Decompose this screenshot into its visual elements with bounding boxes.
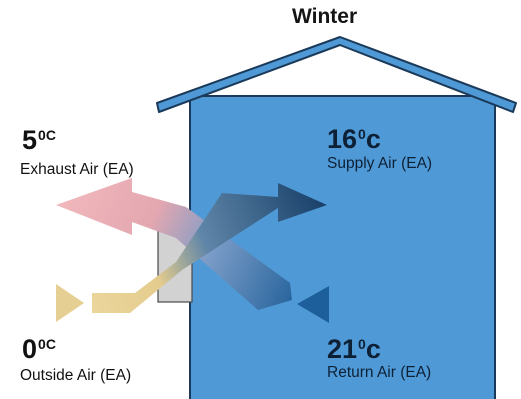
outside-air-temp-value: 0 — [22, 334, 38, 364]
outside-air-label: Outside Air (EA) — [20, 367, 132, 384]
outside-air-inlet-arrow — [56, 284, 84, 322]
return-air-temperature: 210c — [327, 336, 381, 363]
exhaust-air-temperature: 50C — [22, 127, 56, 154]
season-title: Winter — [292, 5, 358, 28]
return-air-temp-value: 21 — [327, 334, 358, 364]
house-roof — [156, 36, 517, 113]
supply-air-label: Supply Air (EA) — [327, 155, 433, 172]
exhaust-air-temp-unit: 0C — [38, 127, 56, 143]
supply-air-temp-value: 16 — [327, 124, 358, 154]
return-air-label: Return Air (EA) — [327, 364, 432, 381]
outside-air-temp-unit: 0C — [38, 336, 56, 352]
exhaust-air-arrow — [56, 178, 292, 310]
return-air-temp-unit: 0 — [358, 336, 366, 352]
exhaust-air-label: Exhaust Air (EA) — [20, 161, 134, 178]
supply-air-temp-suffix: c — [365, 124, 381, 154]
return-air-temp-suffix: c — [365, 334, 381, 364]
return-air-inlet-arrow — [297, 286, 329, 323]
outside-air-temperature: 00C — [22, 336, 56, 363]
supply-air-temp-unit: 0 — [358, 126, 366, 142]
exhaust-air-temp-value: 5 — [22, 125, 38, 155]
supply-air-arrow — [92, 183, 327, 313]
supply-air-temperature: 160c — [327, 126, 381, 153]
